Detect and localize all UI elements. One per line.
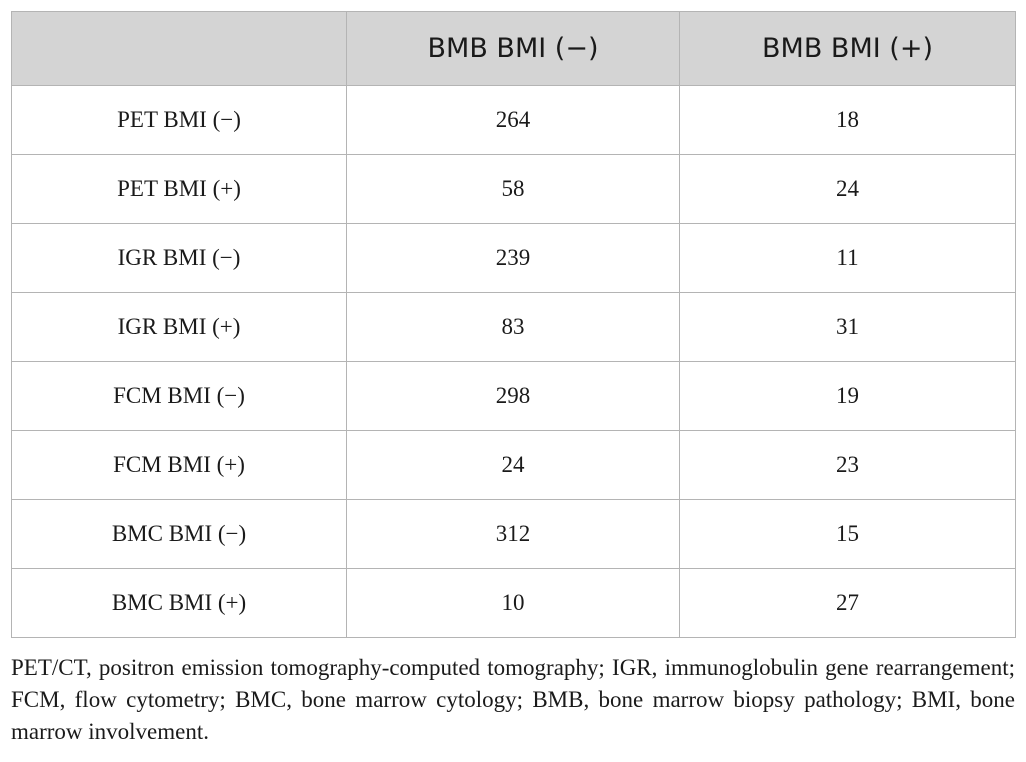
cell-value: 23 (679, 430, 1016, 500)
row-label: BMC BMI (+) (11, 568, 347, 638)
row-label: IGR BMI (+) (11, 292, 347, 362)
cell-value: 10 (346, 568, 680, 638)
cell-value: 264 (346, 85, 680, 155)
row-label: FCM BMI (−) (11, 361, 347, 431)
cell-value: 312 (346, 499, 680, 569)
header-row: BMB BMI (−) BMB BMI (+) (11, 11, 1016, 86)
table-row: FCM BMI (−) 298 19 (11, 361, 1016, 431)
table-row: IGR BMI (+) 83 31 (11, 292, 1016, 362)
cell-value: 27 (679, 568, 1016, 638)
row-label: PET BMI (+) (11, 154, 347, 224)
header-cell-empty (11, 11, 347, 86)
cell-value: 24 (679, 154, 1016, 224)
contingency-table-container: BMB BMI (−) BMB BMI (+) PET BMI (−) 264 … (11, 11, 1016, 638)
cell-value: 31 (679, 292, 1016, 362)
table-footnote: PET/CT, positron emission tomography-com… (11, 655, 1015, 744)
contingency-table: BMB BMI (−) BMB BMI (+) PET BMI (−) 264 … (11, 11, 1016, 638)
cell-value: 24 (346, 430, 680, 500)
cell-value: 239 (346, 223, 680, 293)
table-row: PET BMI (+) 58 24 (11, 154, 1016, 224)
row-label: BMC BMI (−) (11, 499, 347, 569)
cell-value: 11 (679, 223, 1016, 293)
row-label: IGR BMI (−) (11, 223, 347, 293)
cell-value: 58 (346, 154, 680, 224)
cell-value: 18 (679, 85, 1016, 155)
table-row: BMC BMI (+) 10 27 (11, 568, 1016, 638)
table-row: PET BMI (−) 264 18 (11, 85, 1016, 155)
row-label: FCM BMI (+) (11, 430, 347, 500)
cell-value: 19 (679, 361, 1016, 431)
table-row: FCM BMI (+) 24 23 (11, 430, 1016, 500)
table-header: BMB BMI (−) BMB BMI (+) (11, 11, 1016, 86)
table-row: BMC BMI (−) 312 15 (11, 499, 1016, 569)
table-row: IGR BMI (−) 239 11 (11, 223, 1016, 293)
cell-value: 83 (346, 292, 680, 362)
cell-value: 15 (679, 499, 1016, 569)
header-cell-bmb-negative: BMB BMI (−) (346, 11, 680, 86)
row-label: PET BMI (−) (11, 85, 347, 155)
header-cell-bmb-positive: BMB BMI (+) (679, 11, 1016, 86)
table-body: PET BMI (−) 264 18 PET BMI (+) 58 24 IGR… (11, 85, 1016, 638)
cell-value: 298 (346, 361, 680, 431)
